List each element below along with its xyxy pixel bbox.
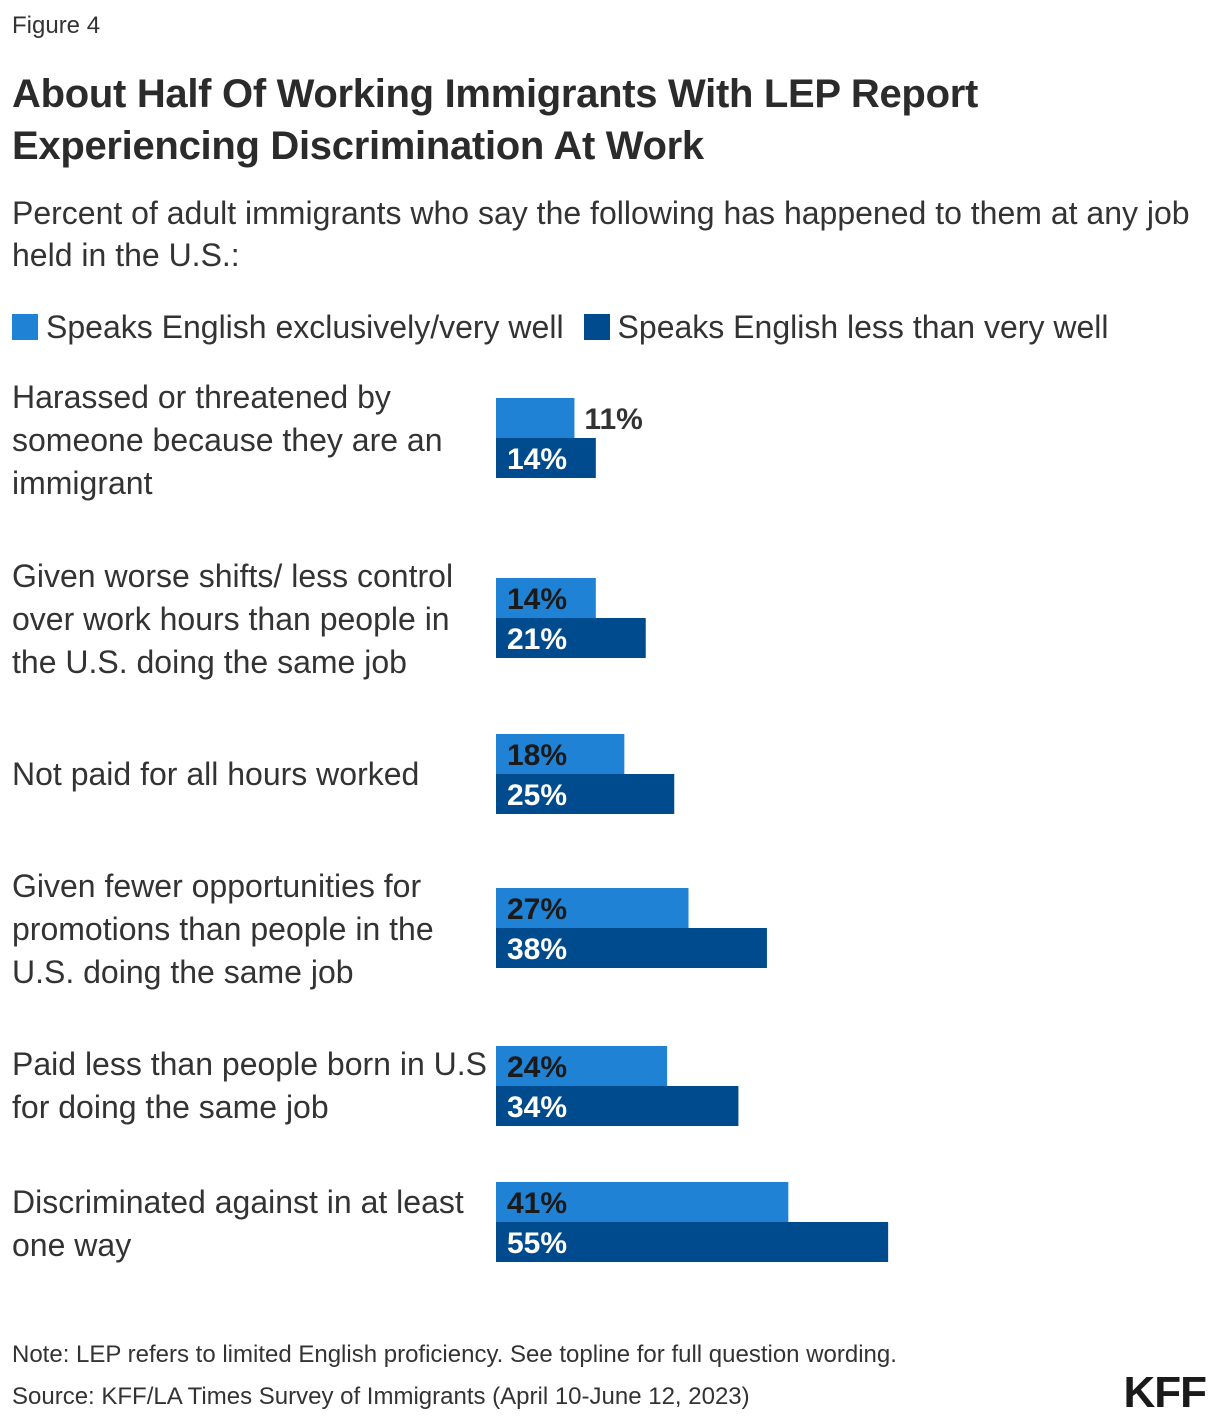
data-label-worse-shifts-series-2: 21% xyxy=(507,623,567,656)
chart-note: Note: LEP refers to limited English prof… xyxy=(12,1341,897,1368)
bar-not-paid-series-2 xyxy=(496,774,675,814)
data-label-fewer-promotions-series-2: 38% xyxy=(507,933,567,966)
legend-label-series-2: Speaks English less than very well xyxy=(617,308,1109,345)
chart-source: Source: KFF/LA Times Survey of Immigrant… xyxy=(12,1383,750,1410)
category-label-discriminated: Discriminated against in at least one wa… xyxy=(12,1184,464,1263)
data-label-not-paid-series-2: 25% xyxy=(507,779,567,812)
data-label-not-paid-series-1: 18% xyxy=(507,739,567,772)
bar-not-paid-series-1 xyxy=(496,734,625,774)
data-label-worse-shifts-series-1: 14% xyxy=(507,583,567,616)
data-label-fewer-promotions-series-1: 27% xyxy=(507,893,567,926)
category-label-not-paid: Not paid for all hours worked xyxy=(12,756,420,792)
category-label-worse-shifts: Given worse shifts/ less control over wo… xyxy=(12,558,454,680)
legend-swatch-series-1 xyxy=(12,314,38,340)
legend-label-series-1: Speaks English exclusively/very well xyxy=(46,308,564,345)
chart-title: About Half Of Working Immigrants With LE… xyxy=(12,72,978,168)
category-label-fewer-promotions: Given fewer opportunities for promotions… xyxy=(12,868,434,990)
data-label-discriminated-series-2: 55% xyxy=(507,1227,567,1260)
legend-swatch-series-2 xyxy=(583,314,610,340)
bar-harassed-series-2 xyxy=(496,438,596,478)
bar-paid-less-series-1 xyxy=(496,1046,668,1086)
figure-label: Figure 4 xyxy=(12,12,101,39)
legend-item-series-2: Speaks English less than very well xyxy=(583,308,1109,346)
category-label-harassed: Harassed or threatened by someone becaus… xyxy=(12,379,443,501)
data-label-harassed-series-2: 14% xyxy=(507,443,567,476)
category-label-paid-less: Paid less than people born in U.S for do… xyxy=(12,1046,487,1125)
legend-item-series-1: Speaks English exclusively/very well xyxy=(12,309,564,346)
bar-fewer-promotions-series-2 xyxy=(496,928,767,968)
data-label-paid-less-series-2: 34% xyxy=(507,1091,567,1124)
data-label-paid-less-series-1: 24% xyxy=(507,1051,567,1084)
data-label-discriminated-series-1: 41% xyxy=(507,1187,567,1220)
bar-discriminated-series-2 xyxy=(496,1222,889,1262)
bar-paid-less-series-2 xyxy=(496,1086,739,1126)
bar-discriminated-series-1 xyxy=(496,1182,789,1222)
bar-harassed-series-1 xyxy=(496,398,575,438)
bar-worse-shifts-series-1 xyxy=(496,578,596,618)
bar-worse-shifts-series-2 xyxy=(496,618,646,658)
data-label-harassed-series-1: 11% xyxy=(584,403,642,436)
legend: Speaks English exclusively/very well Spe… xyxy=(12,306,1128,348)
bar-fewer-promotions-series-1 xyxy=(496,888,689,928)
chart-subtitle: Percent of adult immigrants who say the … xyxy=(12,195,1190,273)
kff-logo: KFF xyxy=(1123,1368,1207,1417)
